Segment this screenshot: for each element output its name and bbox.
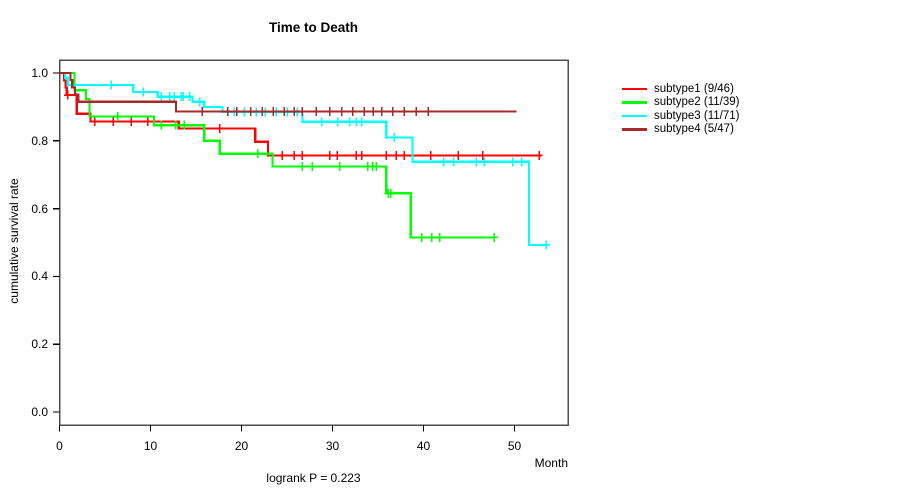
y-tick-label: 0.0 <box>31 405 48 419</box>
y-tick-label: 0.6 <box>31 201 48 216</box>
x-tick-label: 40 <box>416 439 431 453</box>
x-tick-label: 0 <box>56 439 63 453</box>
legend-label: subtype4 (5/47) <box>654 123 734 136</box>
y-tick-label: 0.2 <box>31 337 48 352</box>
y-axis-label: cumulative survival rate <box>7 178 21 304</box>
legend-label: subtype2 (11/39) <box>654 96 740 109</box>
legend-item-1: subtype1 (9/46) <box>622 82 739 96</box>
legend-line-swatch <box>622 101 647 104</box>
y-tick-label: 0.8 <box>31 133 48 148</box>
curve-1 <box>59 71 542 157</box>
legend-line-swatch <box>622 87 647 90</box>
y-tick-label: 0.4 <box>31 269 48 284</box>
x-tick-label: 30 <box>325 439 340 453</box>
x-tick-label: 20 <box>234 439 249 453</box>
y-tick-label: 1.0 <box>31 66 48 80</box>
legend-line-swatch <box>622 128 647 131</box>
x-tick-label: 50 <box>507 439 522 453</box>
logrank-annotation: logrank P = 0.223 <box>266 471 361 485</box>
legend-item-2: subtype2 (11/39) <box>622 96 739 110</box>
x-tick-label: 10 <box>143 439 158 453</box>
curve-4 <box>59 71 517 113</box>
legend-item-3: subtype3 (11/71) <box>622 109 739 123</box>
x-axis-label: Month <box>534 456 568 470</box>
legend-item-4: subtype4 (5/47) <box>622 123 739 137</box>
legend: subtype1 (9/46) subtype2 (11/39) subtype3 … <box>622 82 739 136</box>
legend-label: subtype3 (11/71) <box>654 109 740 122</box>
chart-title: Time to Death <box>268 20 358 35</box>
legend-line-swatch <box>622 114 647 117</box>
curve-2 <box>59 71 495 239</box>
curve-3 <box>59 71 550 246</box>
plot-border <box>58 59 569 426</box>
legend-label: subtype1 (9/46) <box>654 82 734 95</box>
